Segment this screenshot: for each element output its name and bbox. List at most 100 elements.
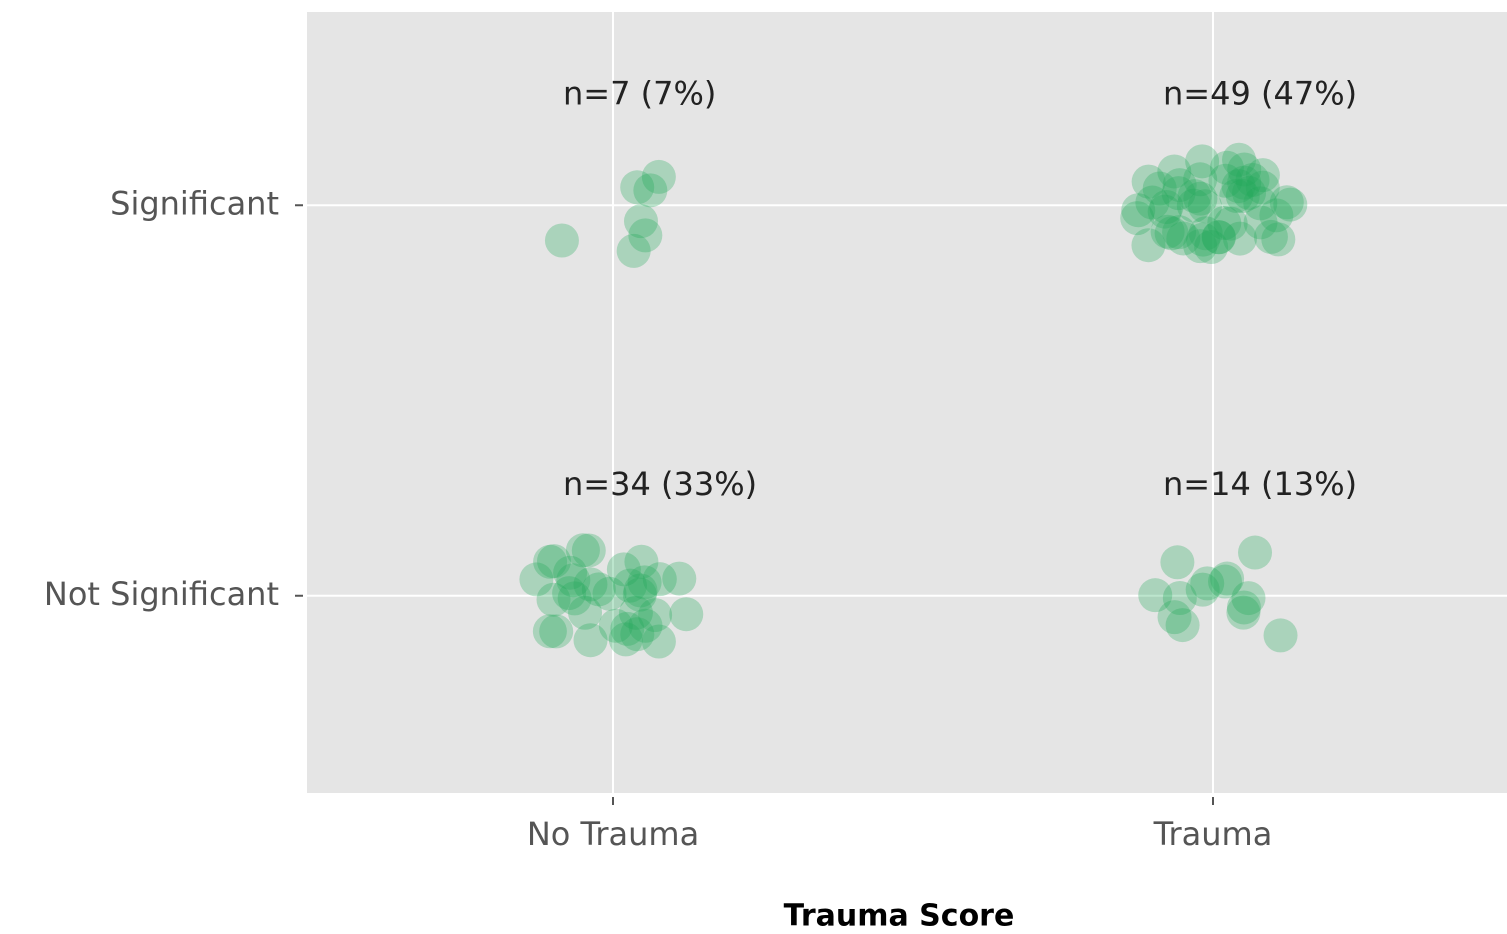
point — [1162, 168, 1197, 203]
point — [1221, 169, 1256, 204]
count-label: n=49 (47%) — [1163, 74, 1357, 112]
point — [623, 204, 658, 239]
point — [622, 577, 657, 612]
point — [1227, 152, 1262, 187]
point — [1131, 164, 1166, 199]
panel — [307, 12, 1507, 793]
point — [581, 572, 616, 607]
point — [556, 563, 591, 598]
point — [1160, 545, 1195, 580]
point — [536, 544, 571, 579]
point — [1207, 206, 1242, 241]
point — [641, 159, 676, 194]
point — [638, 598, 673, 633]
point — [610, 611, 645, 646]
point — [628, 608, 663, 643]
point — [1225, 179, 1260, 214]
point — [1222, 221, 1257, 256]
point — [1183, 162, 1218, 197]
point — [1238, 535, 1273, 570]
point — [1219, 178, 1254, 213]
point — [1213, 206, 1248, 241]
point — [568, 595, 603, 630]
point — [1194, 230, 1229, 265]
point — [1183, 181, 1218, 216]
point — [1201, 220, 1236, 255]
point — [539, 614, 574, 649]
point — [519, 562, 554, 597]
point — [606, 552, 641, 587]
point — [1261, 222, 1296, 257]
point — [1161, 176, 1196, 211]
point — [1235, 162, 1270, 197]
point — [533, 544, 568, 579]
point — [1245, 158, 1280, 193]
point — [623, 573, 658, 608]
point — [624, 544, 659, 579]
point — [1231, 581, 1266, 616]
point — [1269, 185, 1304, 220]
point — [1188, 216, 1223, 251]
point — [1273, 187, 1308, 222]
point — [598, 608, 633, 643]
point — [1147, 194, 1182, 229]
count-label: n=14 (13%) — [1163, 465, 1357, 503]
point — [618, 595, 653, 630]
point — [544, 223, 579, 258]
point — [1243, 205, 1278, 240]
point — [1135, 185, 1170, 220]
point — [1183, 229, 1218, 264]
y-tick-label: Significant — [110, 184, 279, 222]
point — [1131, 228, 1166, 263]
point — [1138, 578, 1173, 613]
point — [1157, 154, 1192, 189]
point — [669, 597, 704, 632]
point — [628, 218, 663, 253]
point — [1120, 201, 1155, 236]
point — [565, 533, 600, 568]
point — [1177, 179, 1212, 214]
point — [1253, 219, 1288, 254]
point — [1176, 188, 1211, 223]
point — [641, 624, 676, 659]
point — [1190, 566, 1225, 601]
point — [620, 170, 655, 205]
point — [1263, 618, 1298, 653]
point — [1226, 590, 1261, 625]
point — [1243, 186, 1278, 221]
point — [1149, 190, 1184, 225]
point — [532, 614, 567, 649]
point — [1185, 572, 1220, 607]
point — [1227, 165, 1262, 200]
point — [608, 622, 643, 657]
point — [1185, 144, 1220, 179]
point — [1157, 600, 1192, 635]
count-label: n=7 (7%) — [563, 74, 716, 112]
point — [1208, 163, 1243, 198]
point — [1245, 170, 1280, 205]
point — [573, 623, 608, 658]
point — [557, 581, 592, 616]
point — [1232, 175, 1267, 210]
point — [553, 555, 588, 590]
point — [1209, 150, 1244, 185]
point — [620, 617, 655, 652]
point — [573, 567, 608, 602]
point — [633, 173, 668, 208]
point — [1186, 222, 1221, 257]
y-tick-label: Not Significant — [44, 575, 279, 613]
point — [627, 565, 662, 600]
point — [1201, 220, 1236, 255]
x-axis-title: Trauma Score — [784, 899, 1015, 934]
point — [536, 582, 571, 617]
point — [1162, 215, 1197, 250]
point — [612, 568, 647, 603]
point — [592, 576, 627, 611]
point — [1226, 595, 1261, 630]
point — [1222, 142, 1257, 177]
point — [1210, 561, 1245, 596]
point — [1154, 216, 1189, 251]
count-label: n=34 (33%) — [563, 465, 757, 503]
point — [1121, 193, 1156, 228]
